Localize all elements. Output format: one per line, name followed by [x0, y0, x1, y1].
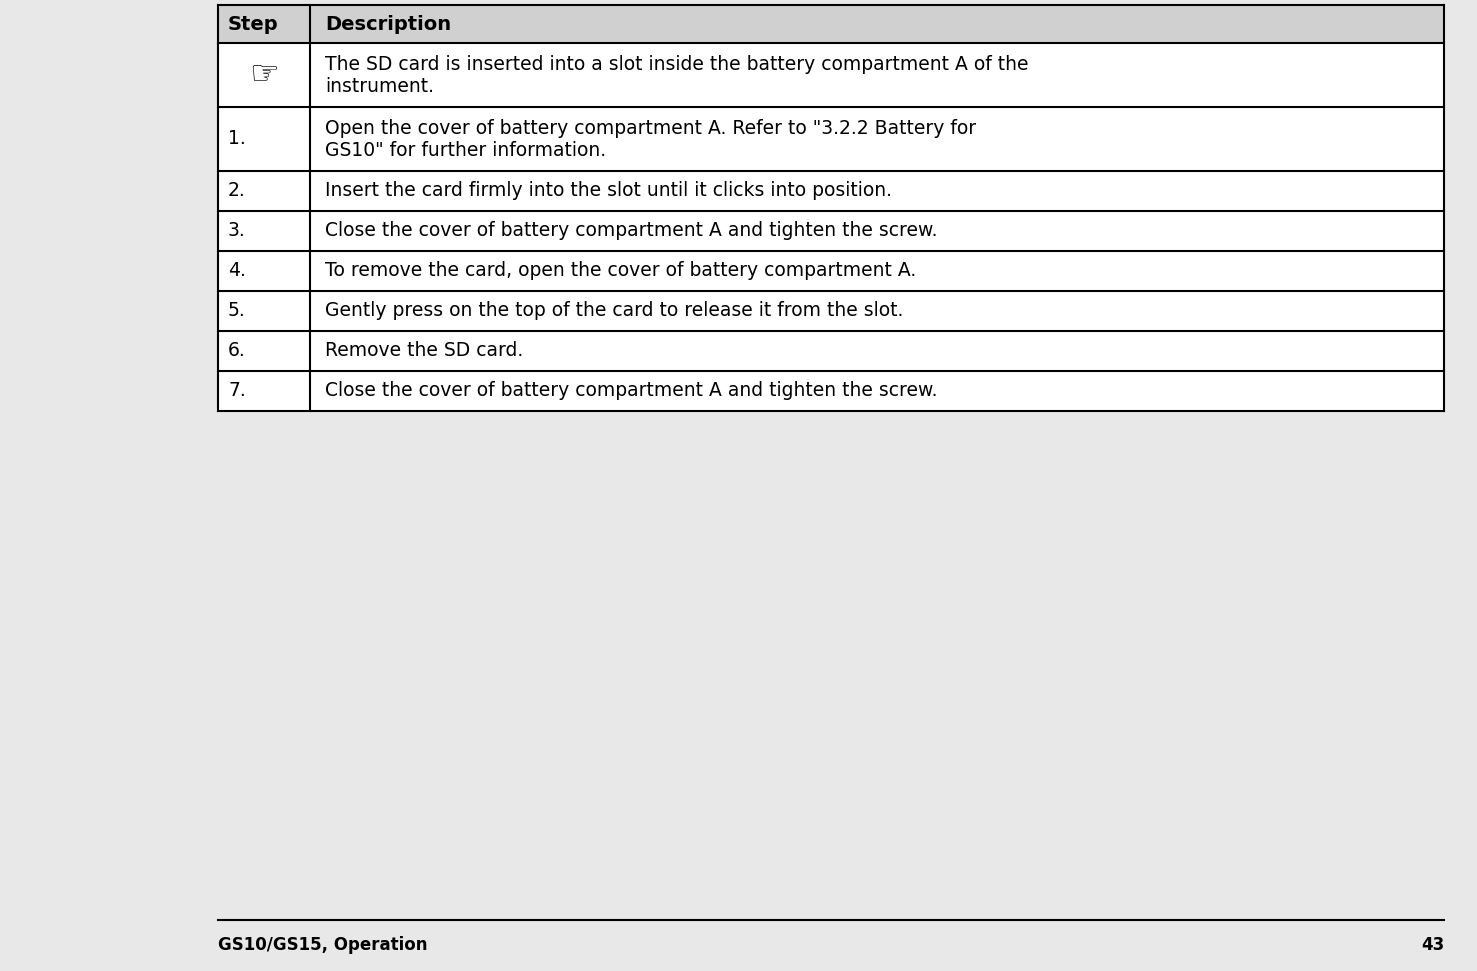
Text: 4.: 4.: [227, 261, 245, 281]
Text: Remove the SD card.: Remove the SD card.: [325, 342, 523, 360]
Text: GS10/GS15, Operation: GS10/GS15, Operation: [219, 936, 427, 954]
Text: 1.: 1.: [227, 129, 245, 149]
Text: Gently press on the top of the card to release it from the slot.: Gently press on the top of the card to r…: [325, 302, 904, 320]
Bar: [219, 43, 1445, 411]
Text: 6.: 6.: [227, 342, 245, 360]
Text: To remove the card, open the cover of battery compartment A.: To remove the card, open the cover of ba…: [325, 261, 916, 281]
Text: 7.: 7.: [227, 382, 245, 400]
Text: Close the cover of battery compartment A and tighten the screw.: Close the cover of battery compartment A…: [325, 221, 938, 241]
Text: 2.: 2.: [227, 182, 245, 200]
Text: Close the cover of battery compartment A and tighten the screw.: Close the cover of battery compartment A…: [325, 382, 938, 400]
Text: The SD card is inserted into a slot inside the battery compartment A of the: The SD card is inserted into a slot insi…: [325, 54, 1028, 74]
Text: Step: Step: [227, 15, 279, 34]
Text: GS10" for further information.: GS10" for further information.: [325, 141, 606, 159]
Text: 43: 43: [1421, 936, 1445, 954]
Text: 3.: 3.: [227, 221, 245, 241]
Bar: [219, 5, 1445, 43]
Text: Open the cover of battery compartment A. Refer to "3.2.2 Battery for: Open the cover of battery compartment A.…: [325, 118, 976, 138]
Text: Description: Description: [325, 15, 450, 34]
Text: instrument.: instrument.: [325, 77, 434, 95]
Text: 5.: 5.: [227, 302, 245, 320]
Text: Insert the card firmly into the slot until it clicks into position.: Insert the card firmly into the slot unt…: [325, 182, 892, 200]
Text: ☞: ☞: [250, 58, 279, 91]
